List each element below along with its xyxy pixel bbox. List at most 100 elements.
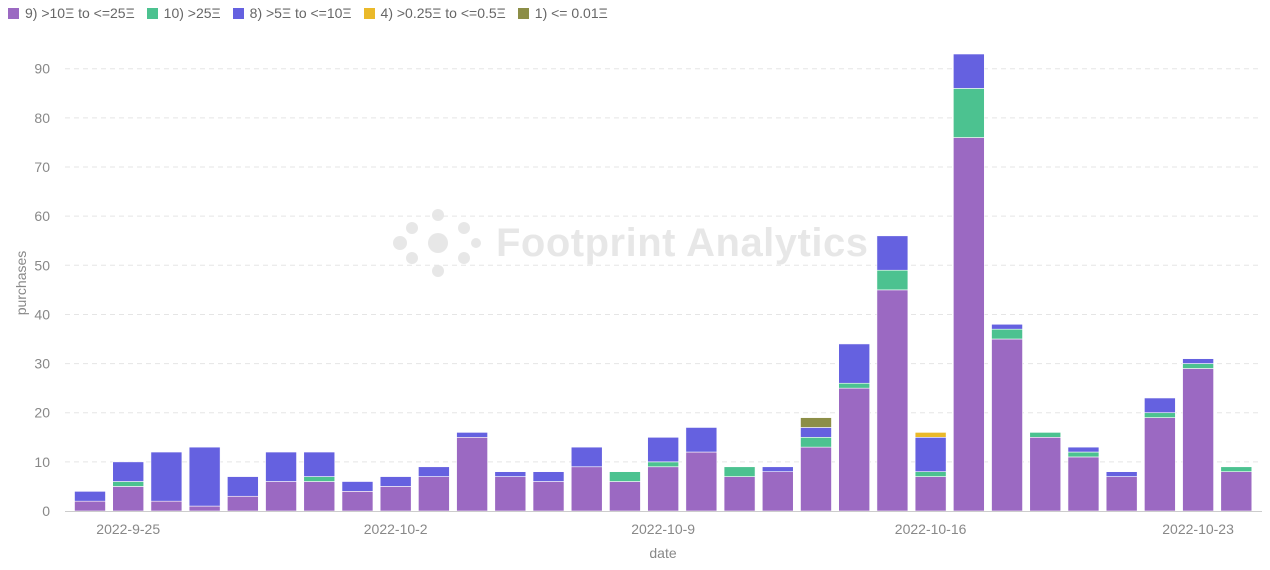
bar-segment	[647, 461, 679, 468]
bar-segment	[265, 451, 297, 482]
bar-segment	[112, 486, 145, 512]
bar-segment	[112, 461, 145, 482]
bar-segment	[494, 476, 527, 512]
legend-swatch	[232, 7, 244, 19]
bar-segment	[991, 323, 1023, 330]
legend-item[interactable]: 9) >10Ξ to <=25Ξ	[8, 5, 135, 21]
y-tick-label: 10	[34, 454, 50, 470]
bar-segment	[303, 451, 336, 477]
x-tick-label: 2022-10-2	[364, 521, 428, 537]
bar-segment	[876, 289, 909, 512]
y-axis-title: purchases	[13, 251, 29, 316]
bar-segment	[800, 417, 832, 428]
y-tick-label: 50	[34, 257, 50, 273]
y-tick-label: 60	[34, 208, 50, 224]
bar-segment	[647, 466, 679, 512]
bar-segment	[1144, 417, 1176, 512]
bar-segment	[838, 382, 871, 389]
bar-segment	[188, 505, 221, 512]
bar-segment	[379, 486, 412, 512]
legend-label: 10) >25Ξ	[163, 5, 221, 21]
bar-segment	[1144, 397, 1176, 414]
bar-segment	[494, 471, 527, 477]
y-tick-label: 80	[34, 110, 50, 126]
bar-segment	[227, 495, 259, 512]
bar-segment	[74, 491, 106, 502]
bar-segment	[456, 436, 488, 512]
y-tick-label: 90	[34, 61, 50, 77]
bar-segment	[532, 481, 565, 512]
bar-segment	[456, 432, 488, 438]
bar-segment	[723, 466, 756, 477]
bar-segment	[188, 446, 221, 507]
x-tick-label: 2022-10-9	[631, 521, 695, 537]
bar-segment	[1220, 466, 1253, 472]
y-tick-label: 20	[34, 405, 50, 421]
chart-legend: 9) >10Ξ to <=25Ξ 10) >25Ξ 8) >5Ξ to <=10Ξ 4…	[8, 5, 608, 21]
bar-segment	[876, 269, 909, 291]
bar-segment	[914, 471, 947, 477]
bar-segment	[761, 466, 794, 472]
bar-segment	[570, 446, 603, 468]
legend-swatch	[363, 7, 375, 19]
bar-segment	[914, 436, 947, 472]
bar-segment	[74, 500, 106, 512]
bar-segment	[800, 446, 832, 512]
bar-segment	[647, 436, 679, 463]
bar-segment	[150, 500, 183, 512]
bar-segment	[838, 387, 871, 512]
bar-segment	[953, 137, 985, 512]
bar-segment	[303, 481, 336, 512]
bar-segment	[150, 451, 183, 502]
x-tick-label: 2022-9-25	[96, 521, 160, 537]
bar-segment	[1182, 363, 1214, 369]
x-axis-title: date	[649, 545, 676, 561]
bar-segment	[953, 53, 985, 89]
legend-item[interactable]: 8) >5Ξ to <=10Ξ	[232, 5, 352, 21]
bar-segment	[532, 471, 565, 482]
bar-segment	[570, 466, 603, 512]
bar-segment	[991, 328, 1023, 340]
bar-segment	[418, 476, 450, 512]
legend-label: 8) >5Ξ to <=10Ξ	[249, 5, 352, 21]
bar-segment	[1067, 446, 1100, 453]
bar-segment	[761, 471, 794, 512]
x-tick-label: 2022-10-23	[1162, 521, 1234, 537]
bar-segment	[914, 432, 947, 438]
legend-swatch	[517, 7, 529, 19]
bar-segment	[800, 427, 832, 438]
bar-segment	[1220, 471, 1253, 512]
bar-segment	[1105, 476, 1138, 512]
y-tick-label: 70	[34, 159, 50, 175]
bar-segment	[341, 491, 374, 512]
legend-label: 4) >0.25Ξ to <=0.5Ξ	[380, 5, 506, 21]
bar-segment	[991, 338, 1023, 512]
x-tick-label: 2022-10-16	[895, 521, 967, 537]
bar-segment	[953, 88, 985, 138]
legend-item[interactable]: 1) <= 0.01Ξ	[517, 5, 608, 21]
bar-segment	[685, 427, 718, 453]
bar-segment	[1067, 456, 1100, 512]
y-tick-label: 0	[42, 503, 50, 519]
bar-segment	[227, 476, 259, 497]
bar-segment	[1067, 451, 1100, 458]
bar-segment	[1029, 436, 1062, 512]
legend-item[interactable]: 4) >0.25Ξ to <=0.5Ξ	[363, 5, 506, 21]
legend-label: 9) >10Ξ to <=25Ξ	[25, 5, 135, 21]
bar-segment	[379, 476, 412, 487]
bar-segment	[685, 451, 718, 512]
bar-segment	[723, 476, 756, 512]
legend-label: 1) <= 0.01Ξ	[534, 5, 608, 21]
bar-segment	[1144, 412, 1176, 418]
bar-segment	[838, 343, 871, 384]
bar-segment	[609, 471, 641, 482]
bar-segment	[800, 436, 832, 448]
bar-segment	[876, 235, 909, 271]
bar-segment	[1182, 358, 1214, 364]
bar-segment	[303, 476, 336, 482]
bar-segment	[914, 476, 947, 512]
legend-item[interactable]: 10) >25Ξ	[146, 5, 221, 21]
bar-segment	[1105, 471, 1138, 477]
bar-segment	[112, 481, 145, 487]
